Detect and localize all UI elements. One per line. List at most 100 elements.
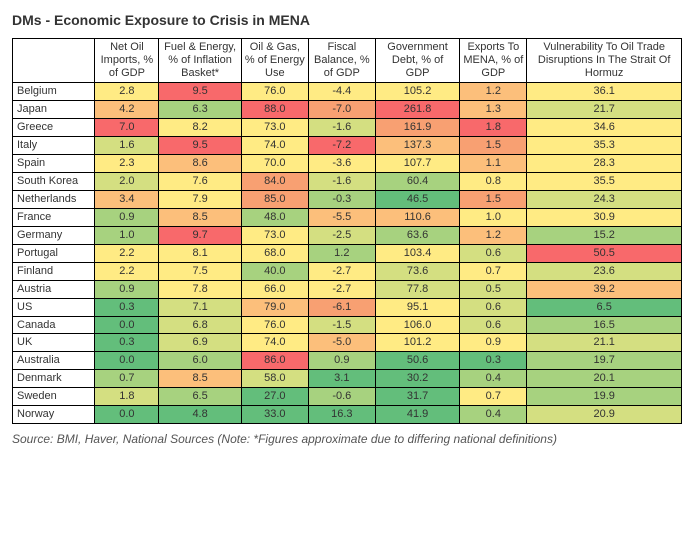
row-label: France: [13, 208, 95, 226]
data-cell: 0.0: [95, 406, 159, 424]
row-label: Australia: [13, 352, 95, 370]
data-cell: 2.2: [95, 244, 159, 262]
data-cell: -7.2: [308, 136, 375, 154]
data-cell: 9.5: [159, 82, 241, 100]
data-cell: 2.8: [95, 82, 159, 100]
data-cell: 20.9: [527, 406, 682, 424]
data-cell: 4.2: [95, 100, 159, 118]
data-cell: 0.7: [460, 262, 527, 280]
data-cell: 0.6: [460, 298, 527, 316]
table-row: Japan4.26.388.0-7.0261.81.321.7: [13, 100, 682, 118]
data-cell: 8.5: [159, 370, 241, 388]
data-cell: 16.3: [308, 406, 375, 424]
data-cell: 73.0: [241, 118, 308, 136]
row-label: Portugal: [13, 244, 95, 262]
data-cell: 58.0: [241, 370, 308, 388]
table-row: Netherlands3.47.985.0-0.346.51.524.3: [13, 190, 682, 208]
data-cell: 24.3: [527, 190, 682, 208]
data-cell: 0.6: [460, 244, 527, 262]
data-cell: -5.0: [308, 334, 375, 352]
table-row: Denmark0.78.558.03.130.20.420.1: [13, 370, 682, 388]
data-cell: 0.4: [460, 370, 527, 388]
col-header: Fuel & Energy, % of Inflation Basket*: [159, 39, 241, 83]
row-label: Sweden: [13, 388, 95, 406]
data-cell: 0.9: [460, 334, 527, 352]
col-header-rowhead: [13, 39, 95, 83]
data-cell: 39.2: [527, 280, 682, 298]
data-cell: 0.8: [460, 172, 527, 190]
data-cell: -7.0: [308, 100, 375, 118]
table-row: Germany1.09.773.0-2.563.61.215.2: [13, 226, 682, 244]
col-header: Government Debt, % of GDP: [375, 39, 460, 83]
data-cell: 8.6: [159, 154, 241, 172]
data-cell: 7.1: [159, 298, 241, 316]
data-cell: 137.3: [375, 136, 460, 154]
data-cell: 105.2: [375, 82, 460, 100]
data-cell: -0.6: [308, 388, 375, 406]
data-cell: 1.2: [460, 82, 527, 100]
table-row: Italy1.69.574.0-7.2137.31.535.3: [13, 136, 682, 154]
data-cell: 88.0: [241, 100, 308, 118]
data-cell: 50.5: [527, 244, 682, 262]
data-cell: 7.8: [159, 280, 241, 298]
row-label: UK: [13, 334, 95, 352]
data-cell: 6.5: [527, 298, 682, 316]
data-cell: -4.4: [308, 82, 375, 100]
data-cell: 1.8: [95, 388, 159, 406]
data-cell: 106.0: [375, 316, 460, 334]
table-row: Australia0.06.086.00.950.60.319.7: [13, 352, 682, 370]
data-cell: 74.0: [241, 136, 308, 154]
data-cell: 31.7: [375, 388, 460, 406]
row-label: Netherlands: [13, 190, 95, 208]
data-cell: 86.0: [241, 352, 308, 370]
table-row: Canada0.06.876.0-1.5106.00.616.5: [13, 316, 682, 334]
data-cell: 101.2: [375, 334, 460, 352]
data-cell: 76.0: [241, 82, 308, 100]
table-row: UK0.36.974.0-5.0101.20.921.1: [13, 334, 682, 352]
data-cell: 35.3: [527, 136, 682, 154]
data-cell: 0.6: [460, 316, 527, 334]
data-cell: -2.7: [308, 280, 375, 298]
row-label: Belgium: [13, 82, 95, 100]
data-cell: 76.0: [241, 316, 308, 334]
data-cell: 0.3: [460, 352, 527, 370]
data-cell: 1.2: [460, 226, 527, 244]
table-row: Spain2.38.670.0-3.6107.71.128.3: [13, 154, 682, 172]
page-title: DMs - Economic Exposure to Crisis in MEN…: [12, 12, 682, 28]
data-cell: -5.5: [308, 208, 375, 226]
table-row: South Korea2.07.684.0-1.660.40.835.5: [13, 172, 682, 190]
data-cell: 9.7: [159, 226, 241, 244]
data-cell: 0.0: [95, 352, 159, 370]
data-cell: 60.4: [375, 172, 460, 190]
data-cell: 0.5: [460, 280, 527, 298]
data-cell: 8.2: [159, 118, 241, 136]
data-cell: 79.0: [241, 298, 308, 316]
source-note: Source: BMI, Haver, National Sources (No…: [12, 432, 682, 448]
col-header: Oil & Gas, % of Energy Use: [241, 39, 308, 83]
data-cell: 0.4: [460, 406, 527, 424]
row-label: Denmark: [13, 370, 95, 388]
data-cell: 20.1: [527, 370, 682, 388]
data-cell: 1.3: [460, 100, 527, 118]
data-cell: 107.7: [375, 154, 460, 172]
table-row: Greece7.08.273.0-1.6161.91.834.6: [13, 118, 682, 136]
data-cell: 1.5: [460, 136, 527, 154]
data-cell: 8.1: [159, 244, 241, 262]
data-cell: 103.4: [375, 244, 460, 262]
data-cell: 73.0: [241, 226, 308, 244]
table-body: Belgium2.89.576.0-4.4105.21.236.1Japan4.…: [13, 82, 682, 423]
data-cell: 1.5: [460, 190, 527, 208]
col-header: Vulnerability To Oil Trade Disruptions I…: [527, 39, 682, 83]
data-cell: 33.0: [241, 406, 308, 424]
data-cell: 66.0: [241, 280, 308, 298]
data-cell: 0.0: [95, 316, 159, 334]
data-cell: 9.5: [159, 136, 241, 154]
data-cell: 2.3: [95, 154, 159, 172]
data-cell: 41.9: [375, 406, 460, 424]
data-cell: 15.2: [527, 226, 682, 244]
data-cell: 48.0: [241, 208, 308, 226]
data-cell: 0.7: [460, 388, 527, 406]
data-cell: 40.0: [241, 262, 308, 280]
data-cell: 84.0: [241, 172, 308, 190]
data-cell: 2.2: [95, 262, 159, 280]
